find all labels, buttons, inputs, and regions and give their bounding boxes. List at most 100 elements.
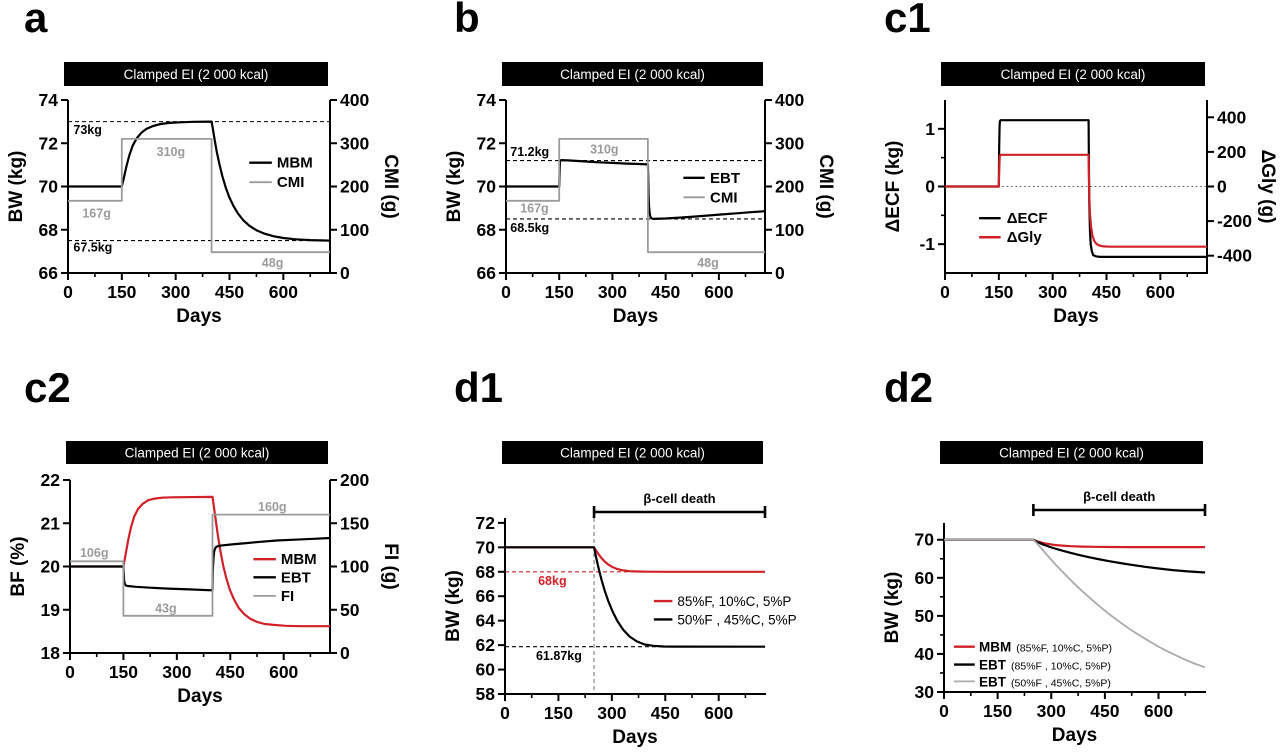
y-right-tick-label: 0 — [340, 263, 350, 283]
y-axis-title: BW (kg) — [882, 572, 903, 644]
header: Clamped EI (2 000 kcal) — [502, 62, 763, 86]
y-tick-label: 72 — [477, 133, 497, 153]
annotations: 106g 43g 160g — [80, 500, 287, 615]
x-tick-label: 450 — [215, 282, 244, 302]
header-title: Clamped EI (2 000 kcal) — [999, 446, 1144, 461]
legend-label: ΔECF — [1007, 210, 1048, 227]
panel-b: b Clamped EI (2 000 kcal) 0 150 300 450 600 66… — [430, 0, 860, 370]
panel-b-label: b — [454, 0, 480, 41]
x-tick-label: 300 — [597, 703, 626, 723]
y-tick-label: 72 — [39, 133, 59, 153]
y-right-tick-label: 400 — [775, 90, 804, 110]
series — [505, 546, 766, 648]
legend-label: ΔGly — [1007, 229, 1043, 246]
panel-c1-label: c1 — [884, 0, 931, 41]
y-right-axis-title: CMI (g) — [815, 154, 836, 218]
x-axis-title: Days — [613, 306, 658, 327]
x-tick-label: 0 — [940, 282, 950, 302]
header-title: Clamped EI (2 000 kcal) — [1001, 67, 1146, 82]
y-right-tick-label: 400 — [340, 90, 369, 110]
series-line-fi — [70, 513, 330, 617]
y-tick-label: 60 — [476, 660, 496, 680]
annotations: 68kg 61.87kg — [536, 574, 582, 663]
y-tick-label: 66 — [476, 586, 496, 606]
y-axis-title: BW (kg) — [443, 570, 464, 642]
y-right-tick-label: 100 — [775, 220, 804, 240]
y-tick-label: 0 — [925, 177, 935, 197]
annotation-310g: 310g — [157, 145, 186, 159]
annotation-68.5kg: 68.5kg — [510, 221, 549, 235]
x-tick-label: 450 — [216, 662, 245, 682]
annotation-73kg: 73kg — [73, 123, 102, 137]
y-tick-label: -1 — [919, 234, 935, 254]
y-tick-label: 60 — [915, 568, 935, 588]
panel-a: a Clamped EI (2 000 kcal) 0 150 300 450 600 66… — [0, 0, 430, 370]
y-tick-label: 70 — [915, 530, 935, 550]
x-axis-title: Days — [1053, 306, 1098, 327]
bracket-label: β-cell death — [643, 491, 715, 506]
x-tick-label: 150 — [544, 703, 573, 723]
series-line-mbm — [70, 495, 330, 628]
panel-b-plot: Clamped EI (2 000 kcal) 0 150 300 450 600 66 68… — [444, 62, 836, 327]
series-line-mbm — [68, 120, 331, 242]
annotation-43g: 43g — [155, 601, 177, 615]
y-tick-label: 68 — [476, 562, 496, 582]
legend-label: MBM — [281, 551, 317, 568]
legend-label: MBM (85%F, 10%C, 5%P) — [979, 640, 1112, 655]
y-tick-label: 74 — [39, 90, 59, 110]
x-axis-title: Days — [177, 686, 222, 707]
legend: EBT CMI — [683, 170, 740, 206]
y-right-tick-label: -400 — [1217, 246, 1252, 266]
x-tick-label: 300 — [1038, 282, 1067, 302]
y-right-tick-label: 200 — [1217, 142, 1246, 162]
series-line--gly — [945, 153, 1207, 248]
header: Clamped EI (2 000 kcal) — [64, 62, 328, 86]
x-tick-label: 600 — [704, 703, 733, 723]
x-tick-label: 300 — [161, 282, 190, 302]
legend-label: CMI — [710, 189, 738, 206]
bracket: β-cell death — [592, 491, 767, 518]
header-bar — [941, 62, 1205, 86]
y-tick-label: 30 — [915, 682, 935, 702]
panel-c2: c2 Clamped EI (2 000 kcal) 0 150 300 450 600 1… — [0, 364, 430, 752]
header-bar — [940, 441, 1203, 464]
x-tick-label: 150 — [107, 282, 136, 302]
y-tick-label: 20 — [41, 557, 61, 577]
x-tick-label: 600 — [269, 662, 298, 682]
y-right-tick-label: 0 — [1217, 177, 1227, 197]
y-axis-title: BW (kg) — [6, 151, 27, 223]
panel-d2-plot: Clamped EI (2 000 kcal) 0 150 300 450 600 30 40… — [882, 441, 1207, 746]
x-tick-label: 300 — [598, 282, 627, 302]
y-tick-label: 18 — [41, 643, 61, 663]
header-title: Clamped EI (2 000 kcal) — [125, 446, 270, 461]
x-axis-title: Days — [1052, 725, 1097, 746]
legend-label: EBT — [710, 170, 740, 187]
legend-label: EBT (50%F , 45%C, 5%P) — [979, 674, 1111, 689]
x-tick-label: 150 — [984, 282, 1013, 302]
y-tick-label: 70 — [477, 177, 497, 197]
x-tick-label: 300 — [1037, 701, 1066, 721]
y-tick-label: 22 — [41, 470, 61, 490]
y-right-tick-label: -200 — [1217, 211, 1252, 231]
y-right-axis-title: CMI (g) — [380, 154, 401, 218]
annotation-160g: 160g — [258, 500, 287, 514]
y-right-tick-label: 100 — [340, 557, 369, 577]
y-right-tick-label: 0 — [340, 643, 350, 663]
annotation-71.2kg: 71.2kg — [510, 145, 549, 159]
annotation-48g: 48g — [262, 256, 284, 270]
series — [506, 137, 766, 254]
series — [944, 538, 1206, 669]
bracket: β-cell death — [1032, 489, 1207, 516]
legend-label: FI — [281, 588, 294, 605]
series — [945, 119, 1207, 258]
header-bar — [502, 62, 763, 86]
x-tick-label: 450 — [1092, 282, 1121, 302]
panel-c2-label: c2 — [24, 364, 71, 411]
y-tick-label: 40 — [915, 644, 935, 664]
y-right-axis-title: ΔGly (g) — [1257, 150, 1278, 224]
header-bar — [64, 62, 328, 86]
y-tick-label: 19 — [41, 600, 61, 620]
y-tick-label: 66 — [39, 263, 59, 283]
y-tick-label: 64 — [476, 611, 496, 631]
